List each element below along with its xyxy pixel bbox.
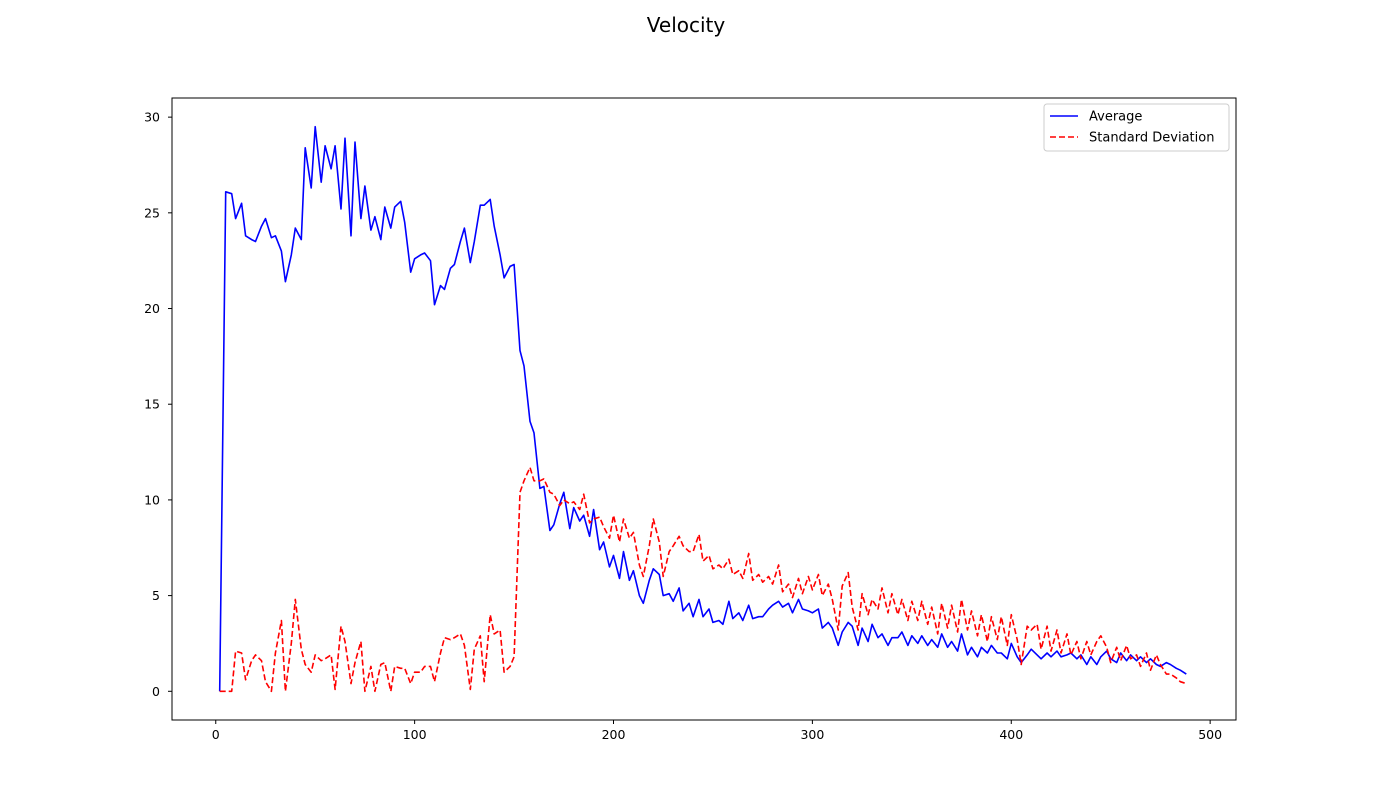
y-tick-label: 10	[144, 492, 160, 507]
x-tick-label: 500	[1198, 727, 1222, 742]
plot-frame	[171, 97, 1237, 721]
legend-label-average: Average	[1089, 110, 1142, 125]
y-tick-label: 30	[144, 110, 160, 125]
x-tick-label: 100	[403, 727, 427, 742]
legend-box	[1043, 103, 1230, 152]
x-tick-label: 300	[800, 727, 824, 742]
y-tick-label: 15	[144, 397, 160, 412]
y-tick-label: 5	[152, 588, 160, 603]
chart-title: Velocity	[647, 13, 726, 37]
y-tick-label: 20	[144, 301, 160, 316]
legend-label-standard-deviation: Standard Deviation	[1089, 131, 1214, 146]
legend: Average Standard Deviation	[1043, 103, 1230, 152]
y-tick-label: 25	[144, 205, 160, 220]
series-line-average	[218, 125, 1187, 692]
x-tick-label: 200	[602, 727, 626, 742]
y-tick-label: 0	[152, 684, 160, 699]
x-tick-label: 400	[999, 727, 1023, 742]
plot-lines	[218, 125, 1187, 693]
series-line-standard-deviation	[219, 466, 1187, 693]
x-tick-label: 0	[212, 727, 220, 742]
y-axis: 0 5 10 15 20 25 30	[144, 110, 172, 699]
x-axis: 0 100 200 300 400 500	[212, 720, 1222, 742]
